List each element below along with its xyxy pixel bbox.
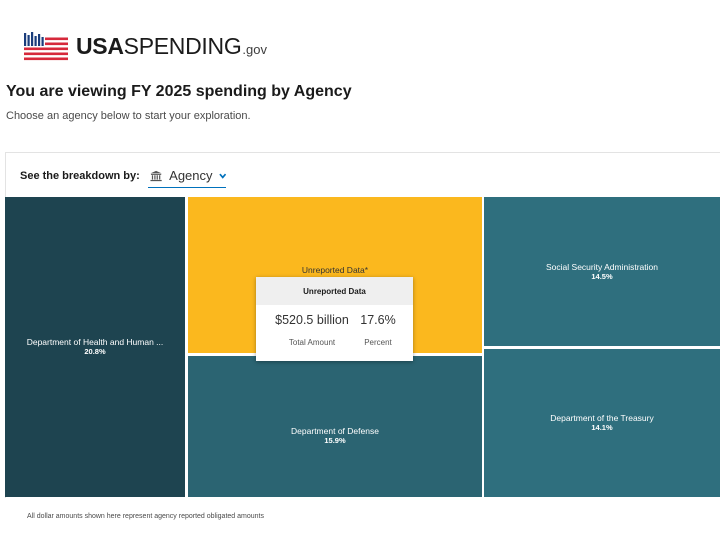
tooltip-amount: $520.5 billion [275,313,349,327]
tooltip-percent: 17.6% [360,313,396,327]
tile-percent: 14.5% [591,271,613,281]
tooltip-title: Unreported Data [256,277,413,305]
tooltip-amount-label: Total Amount [288,338,336,347]
tile-name: Department of the Treasury [550,413,654,424]
treemap-tile-social-security[interactable]: Social Security Administration 14.5% [484,197,720,346]
building-icon [150,170,162,181]
tile-name: Department of Defense [291,425,379,436]
breakdown-selected-value: Agency [169,168,213,183]
treemap-tooltip: Unreported Data $520.5 billion Total Amo… [256,277,413,361]
page-subtitle: Choose an agency below to start your exp… [6,110,251,122]
tile-name: Social Security Administration [546,261,658,272]
footnote: All dollar amounts shown here represent … [27,513,264,520]
breakdown-label: See the breakdown by: [20,170,140,182]
usaspending-logo[interactable]: USASPENDING .gov [22,30,267,62]
us-flag-logo-icon [24,32,68,61]
breakdown-bar: See the breakdown by: Agency [6,153,720,198]
tile-name: Department of Health and Human ... [26,337,164,348]
chevron-down-icon [218,173,226,179]
treemap-tile-treasury[interactable]: Department of the Treasury 14.1% [484,349,720,497]
agency-treemap: Department of Health and Human ... 20.8%… [5,197,720,497]
logo-name-rest: SPENDING [123,32,242,59]
treemap-tile-defense[interactable]: Department of Defense 15.9% [188,356,482,497]
logo-name-bold: USA [76,32,124,59]
tile-percent: 14.1% [591,423,613,433]
treemap-tile-hhs[interactable]: Department of Health and Human ... 20.8% [5,197,185,497]
page-title: You are viewing FY 2025 spending by Agen… [6,83,352,100]
tile-percent: 15.9% [324,435,346,445]
tile-percent: 20.8% [84,347,106,357]
logo-suffix: .gov [242,41,267,57]
tile-name: Unreported Data* [301,265,369,275]
breakdown-dropdown[interactable]: Agency [148,164,226,188]
tooltip-percent-label: Percent [364,338,392,347]
